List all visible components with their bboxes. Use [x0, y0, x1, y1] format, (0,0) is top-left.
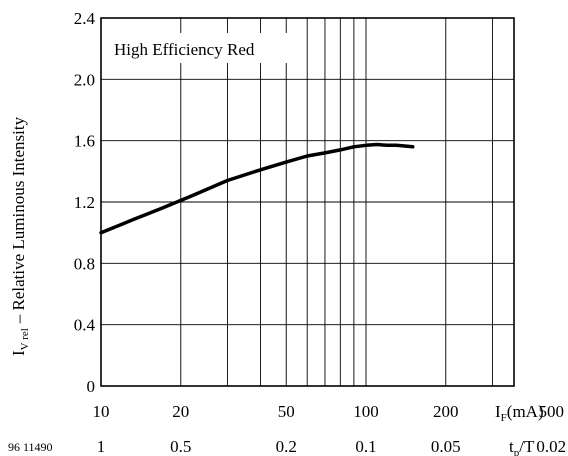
grid — [101, 18, 514, 386]
svg-text:IV rel– Relative Luminous Inte: IV rel – Relative Luminous Intensity — [9, 116, 31, 356]
y-tick-labels: 0 0.4 0.8 1.2 1.6 2.0 2.4 — [74, 9, 96, 396]
duty-axis-title-sub: p — [514, 447, 520, 456]
x-tick-label: 500 — [538, 402, 564, 421]
duty-tick-label: 0.1 — [355, 437, 376, 456]
duty-axis-title-main: t — [509, 437, 514, 456]
y-tick-label: 0.4 — [74, 316, 96, 335]
x-tick-label: 100 — [353, 402, 379, 421]
y-axis-title-main: I — [9, 350, 28, 356]
y-tick-label: 0 — [87, 377, 96, 396]
y-axis-title-sub: V rel — [19, 328, 31, 350]
duty-tick-label: 0.05 — [431, 437, 461, 456]
data-line — [99, 142, 415, 235]
x-tick-label: 10 — [93, 402, 110, 421]
legend-label: High Efficiency Red — [114, 40, 255, 59]
x-axis-title-unit: (mA) — [507, 402, 544, 421]
y-axis-title-rest: – Relative Luminous Intensity — [9, 116, 28, 324]
x-tick-label: 200 — [433, 402, 459, 421]
duty-tick-label: 0.2 — [276, 437, 297, 456]
plot-frame — [100, 17, 515, 387]
legend-box: High Efficiency Red — [108, 33, 306, 63]
duty-tick-label: 0.5 — [170, 437, 191, 456]
duty-tick-labels: 1 0.5 0.2 0.1 0.05 0.02 — [97, 437, 566, 456]
duty-tick-label: 1 — [97, 437, 106, 456]
y-tick-label: 2.4 — [74, 9, 96, 28]
x-axis-title-sub: F — [501, 412, 507, 424]
y-tick-label: 1.2 — [74, 193, 95, 212]
duty-tick-label: 0.02 — [536, 437, 566, 456]
y-tick-label: 1.6 — [74, 132, 95, 151]
x-axis-title-main: I — [495, 402, 501, 421]
y-tick-label: 0.8 — [74, 254, 95, 273]
figure-id: 96 11490 — [8, 440, 53, 454]
y-axis-title: IV rel – Relative Luminous Intensity — [9, 116, 31, 356]
x-axis-title: IF(mA) — [495, 402, 544, 424]
x-tick-labels: 10 20 50 100 200 500 — [93, 402, 564, 421]
duty-axis-title: tp/T — [509, 437, 535, 456]
x-tick-label: 50 — [278, 402, 295, 421]
y-tick-label: 2.0 — [74, 70, 95, 89]
legend-background — [108, 33, 306, 63]
x-tick-label: 20 — [172, 402, 189, 421]
duty-axis-title-rest: /T — [519, 437, 535, 456]
